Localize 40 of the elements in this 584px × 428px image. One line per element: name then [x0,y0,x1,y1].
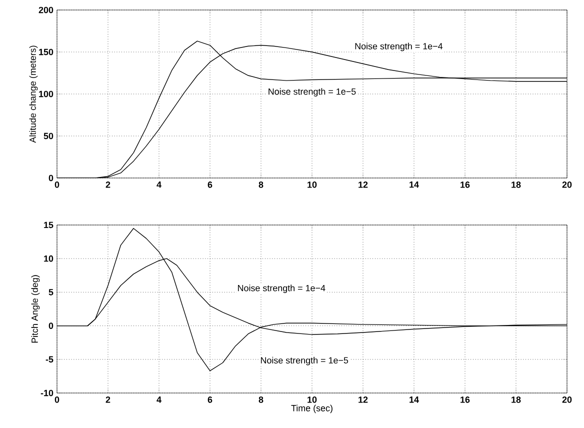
x-tick-label: 2 [106,396,110,403]
y-axis-title: Altitude change (meters) [29,46,38,143]
x-tick-label: 10 [308,396,317,403]
y-tick-label: -10 [40,390,54,396]
x-tick-label: 4 [156,396,162,403]
y-tick-label: 10 [44,255,54,262]
annotation: Noise strength = 1e−4 [238,284,326,294]
x-tick-label: 18 [512,182,521,188]
x-tick-label: 10 [308,182,317,188]
annotation: Noise strength = 1e−5 [260,356,348,366]
x-tick-label: 12 [358,396,368,403]
x-tick-label: 0 [54,396,60,403]
y-tick-label: 150 [39,48,54,56]
x-tick-label: 12 [358,182,368,188]
x-tick-label: 16 [460,396,470,403]
x-tick-label: 16 [460,182,470,188]
x-tick-label: 2 [106,182,110,188]
y-tick-label: 0 [48,174,54,182]
x-tick-label: 6 [208,182,212,188]
x-tick-label: 20 [562,182,572,188]
x-tick-label: 6 [208,396,212,403]
annotation: Noise strength = 1e−4 [355,42,443,52]
y-tick-label: 50 [44,132,54,140]
x-tick-label: 4 [156,182,162,188]
y-tick-label: 15 [44,222,54,228]
x-tick-label: 14 [410,396,419,403]
x-tick-label: 18 [512,396,521,403]
x-axis-title: Time (sec) [291,404,332,414]
x-tick-label: 8 [258,182,264,188]
annotation: Noise strength = 1e−5 [268,88,356,96]
x-tick-label: 14 [410,182,419,188]
y-tick-label: 0 [48,322,54,329]
y-tick-label: -5 [46,356,54,363]
y-tick-label: 200 [38,6,54,14]
y-tick-label: 100 [39,90,54,98]
x-tick-label: 20 [562,396,572,403]
y-tick-label: 5 [48,289,54,296]
x-tick-label: 0 [54,182,60,188]
x-tick-label: 8 [258,396,264,403]
y-axis-title: Pitch Angle (deg) [31,275,40,343]
